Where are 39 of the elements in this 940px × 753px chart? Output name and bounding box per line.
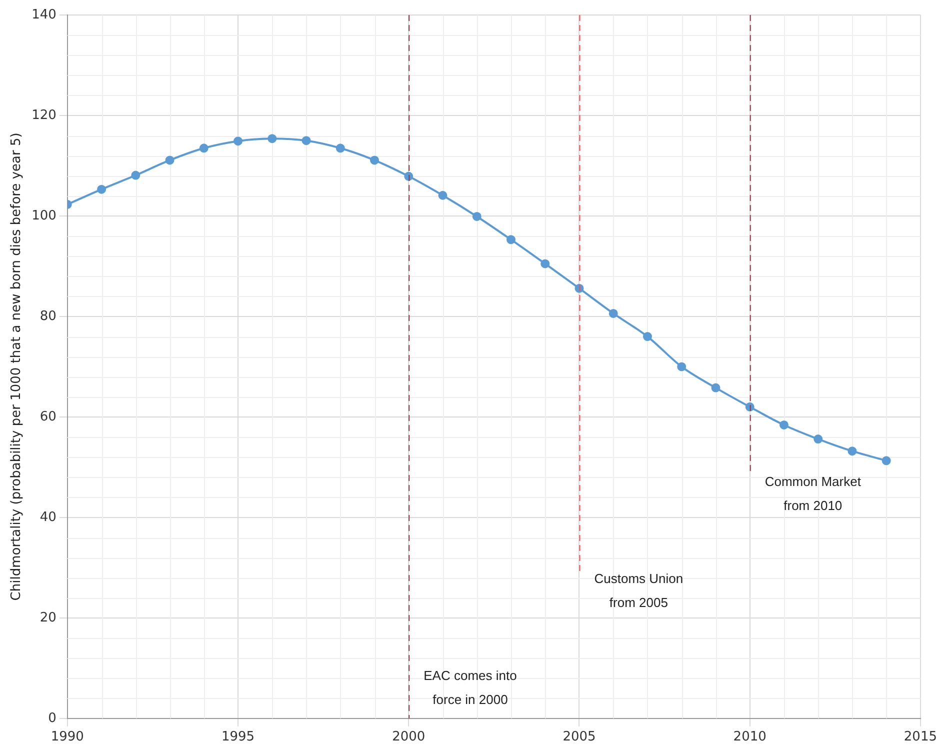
point: [540, 259, 550, 268]
x-tick-label: 2010: [733, 730, 766, 745]
y-tick-label: 80: [40, 308, 56, 324]
point: [642, 332, 652, 342]
point: [234, 136, 243, 146]
ref-line-label: EAC comes into force in 2000: [424, 668, 517, 707]
point: [677, 362, 686, 372]
point: [336, 144, 345, 153]
y-tick-label: 0: [48, 710, 56, 726]
y-tick-label: 20: [40, 610, 56, 626]
y-axis-title: Childmortality (probability per 1000 that a new born dies before year 5): [9, 132, 24, 601]
point: [131, 170, 140, 180]
y-tick-label: 40: [40, 510, 56, 525]
point: [302, 136, 311, 146]
y-tick-label: 100: [32, 208, 56, 224]
x-tick-label: 2000: [392, 730, 426, 745]
x-tick-label: 2005: [562, 730, 596, 745]
y-tick-label: 120: [32, 108, 56, 123]
ref-line-label: Common Market from 2010: [764, 474, 862, 513]
point: [472, 212, 482, 221]
point: [608, 308, 618, 318]
point: [97, 184, 106, 194]
point: [848, 446, 857, 456]
y-tick-label: 140: [32, 7, 56, 22]
x-tick-label: 2015: [904, 730, 938, 745]
point: [438, 190, 448, 200]
point: [268, 134, 277, 144]
point: [165, 156, 174, 165]
ref-line-label: Customs Union from 2005: [594, 570, 684, 610]
point: [779, 420, 788, 430]
point: [506, 235, 516, 244]
y-tick-label: 60: [40, 409, 56, 424]
x-tick-label: 1995: [221, 730, 255, 745]
point: [199, 144, 208, 153]
point: [814, 434, 823, 444]
x-tick-label: 1990: [50, 730, 84, 745]
point: [882, 456, 891, 466]
point: [370, 156, 380, 165]
point: [711, 383, 720, 392]
